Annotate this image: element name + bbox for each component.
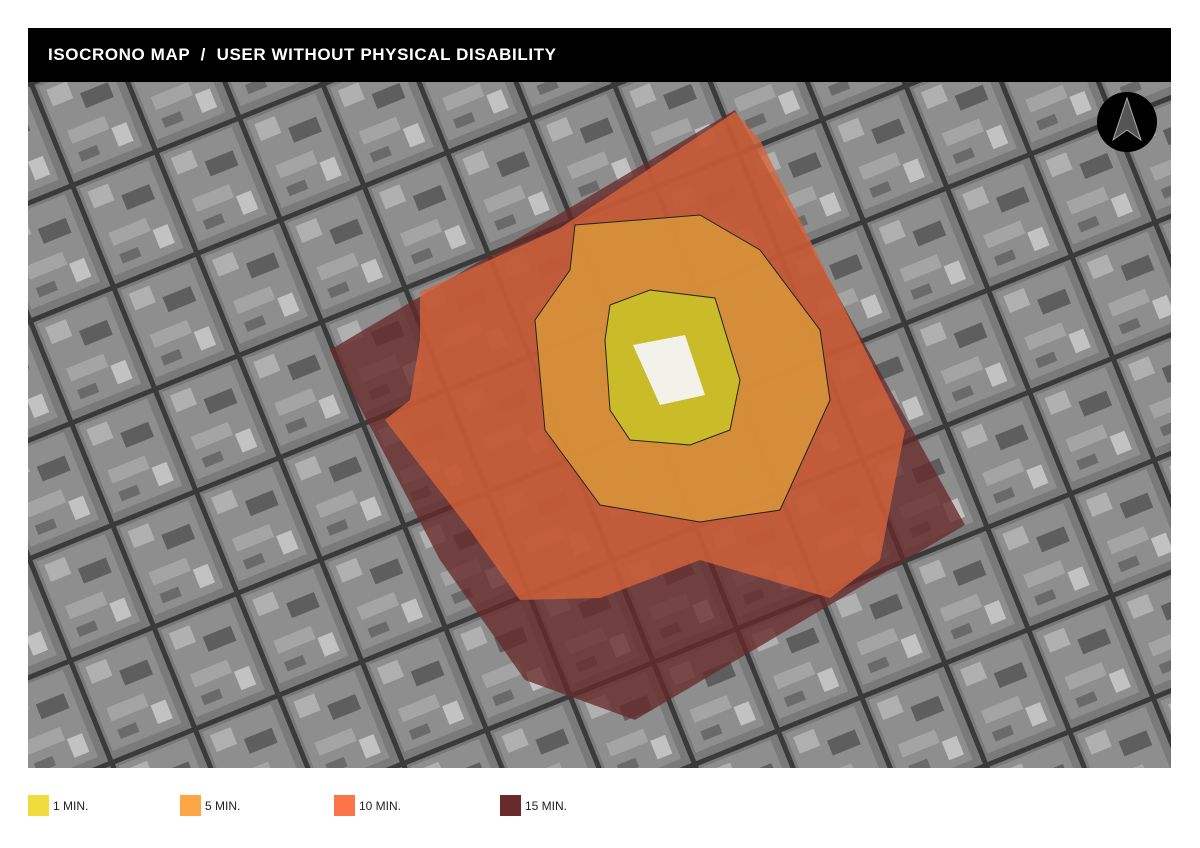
legend: 1 MIN. 5 MIN. 10 MIN. 15 MIN. — [28, 795, 728, 817]
legend-label: 5 MIN. — [205, 798, 241, 813]
legend-label: 1 MIN. — [53, 798, 89, 813]
legend-swatch — [28, 795, 49, 816]
legend-label: 10 MIN. — [359, 798, 402, 813]
legend-item-5-min: 5 MIN. — [180, 795, 240, 816]
title-bar: ISOCRONO MAP / USER WITHOUT PHYSICAL DIS… — [28, 28, 1171, 82]
legend-item-15-min: 15 MIN. — [500, 795, 567, 816]
map-title: ISOCRONO MAP / USER WITHOUT PHYSICAL DIS… — [48, 45, 557, 64]
legend-item-10-min: 10 MIN. — [334, 795, 401, 816]
map-canvas — [28, 82, 1171, 768]
legend-swatch — [180, 795, 201, 816]
legend-item-1-min: 1 MIN. — [28, 795, 88, 816]
north-arrow-icon — [1097, 92, 1157, 152]
legend-swatch — [334, 795, 355, 816]
origin-block — [633, 335, 705, 405]
isochrone-map[interactable] — [28, 82, 1171, 768]
legend-label: 15 MIN. — [525, 798, 568, 813]
legend-swatch — [500, 795, 521, 816]
